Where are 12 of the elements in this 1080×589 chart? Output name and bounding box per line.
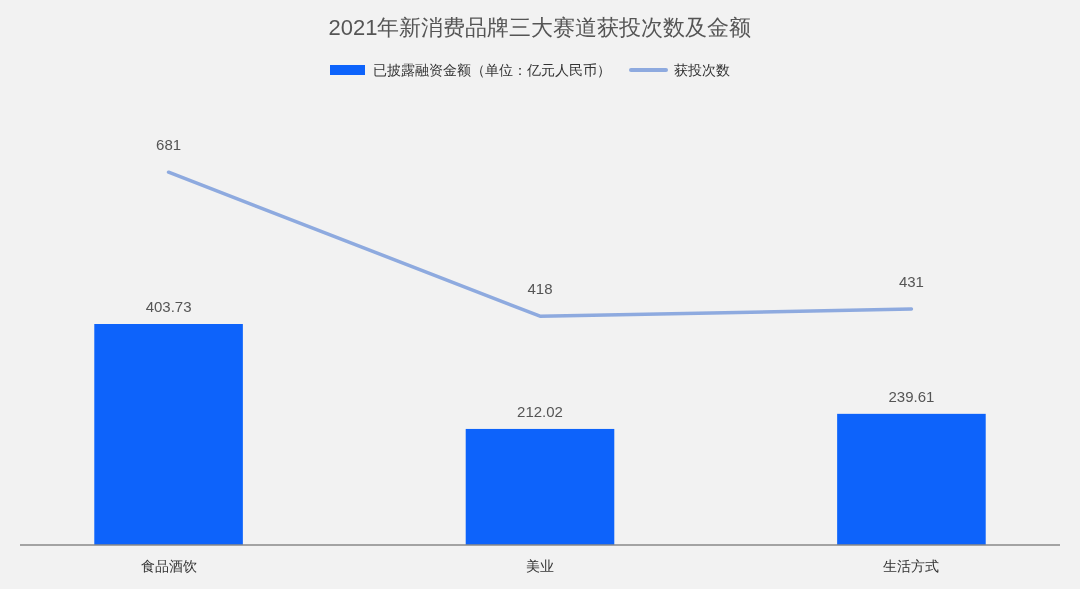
x-tick-label: 食品酒饮: [140, 558, 197, 574]
x-tick-label: 生活方式: [883, 558, 940, 574]
data-label: 681: [156, 136, 182, 154]
chart-title: 2021年新消费品牌三大赛道获投次数及金额: [328, 15, 752, 40]
x-tick-label: 美业: [526, 558, 554, 574]
legend-label: 获投次数: [674, 62, 730, 78]
legend-label: 已披露融资金额（单位：亿元人民币）: [373, 62, 611, 78]
data-label: 239.61: [888, 387, 935, 405]
data-label: 418: [527, 280, 553, 298]
data-label: 212.02: [517, 402, 563, 420]
data-label: 431: [898, 273, 924, 291]
data-label: 403.73: [145, 298, 192, 316]
